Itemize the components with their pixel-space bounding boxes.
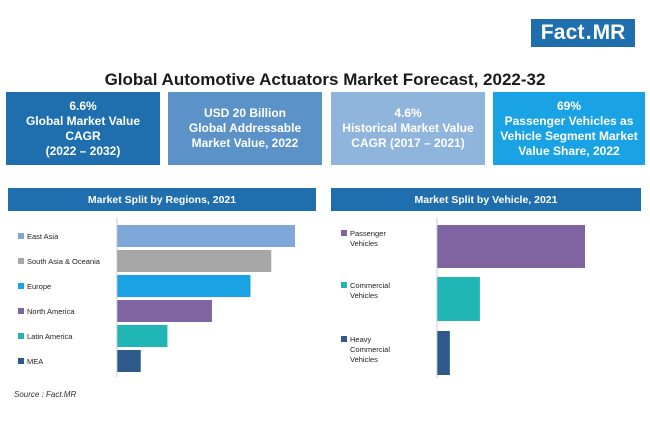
category-label: Commercial (350, 281, 390, 290)
logo-dot: . (585, 21, 592, 44)
vehicle-bar-chart: PassengerVehiclesCommercialVehiclesHeavy… (341, 218, 585, 378)
kpi-line: Global Market Value (25, 113, 141, 128)
bar (117, 225, 295, 247)
category-label: Vehicles (350, 291, 378, 300)
bar (117, 250, 272, 272)
source-note: Source : Fact.MR (14, 390, 77, 399)
legend-swatch (341, 282, 347, 288)
kpi-box-passenger-share: 69% Passenger Vehicles as Vehicle Segmen… (493, 92, 645, 165)
bar (437, 331, 450, 375)
kpi-line: (2022 – 2032) (45, 143, 121, 158)
category-label: Commercial (350, 345, 390, 354)
chart-title: Global Automotive Actuators Market Forec… (104, 70, 546, 89)
category-label: South Asia & Oceania (27, 257, 101, 266)
logo-text-fact: Fact (540, 21, 585, 44)
legend-swatch (18, 233, 24, 239)
bar (437, 225, 585, 268)
category-label: East Asia (27, 232, 59, 241)
kpi-box-cagr: 6.6% Global Market Value CAGR (2022 – 20… (6, 92, 160, 165)
factmr-logo: Fact. MR (531, 19, 635, 47)
category-label: Latin America (27, 332, 73, 341)
category-label: Europe (27, 282, 51, 291)
category-label: Vehicles (350, 239, 378, 248)
kpi-line: 69% (556, 98, 582, 113)
bar (117, 325, 168, 347)
kpi-line: 4.6% (394, 106, 422, 120)
category-label: Passenger (350, 229, 386, 238)
legend-swatch (18, 308, 24, 314)
kpi-line: Vehicle Segment Market (500, 128, 638, 143)
legend-swatch (18, 333, 24, 339)
bar (437, 277, 480, 321)
kpi-line: Global Addressable (188, 121, 302, 135)
kpi-line: 6.6% (69, 98, 97, 113)
bar (117, 275, 251, 297)
regions-bar-chart: East Asia South Asia & Oceania Europe North… (18, 218, 295, 377)
legend-swatch (18, 358, 24, 364)
vehicle-panel-title: Market Split by Vehicle, 2021 (331, 188, 641, 211)
kpi-line: Market Value, 2022 (191, 136, 299, 150)
kpi-box-market-value: USD 20 Billion Global Addressable Market… (168, 92, 322, 165)
kpi-line: Historical Market Value (342, 121, 474, 135)
regions-panel-title: Market Split by Regions, 2021 (8, 188, 316, 211)
kpi-line: CAGR (2017 – 2021) (351, 136, 465, 150)
kpi-line: Value Share, 2022 (518, 143, 620, 158)
legend-swatch (341, 230, 347, 236)
category-label: MEA (27, 357, 43, 366)
kpi-line: Passenger Vehicles as (504, 113, 634, 128)
category-label: Vehicles (350, 355, 378, 364)
bar (117, 350, 141, 372)
kpi-line: USD 20 Billion (203, 106, 286, 120)
category-label: Heavy (350, 335, 372, 344)
legend-swatch (18, 283, 24, 289)
logo-text-mr: MR (592, 21, 626, 44)
legend-swatch (341, 336, 347, 342)
legend-swatch (18, 258, 24, 264)
bar (117, 300, 212, 322)
kpi-box-historical-cagr: 4.6% Historical Market Value CAGR (2017 … (331, 92, 485, 165)
category-label: North America (27, 307, 75, 316)
kpi-line: CAGR (65, 128, 101, 143)
